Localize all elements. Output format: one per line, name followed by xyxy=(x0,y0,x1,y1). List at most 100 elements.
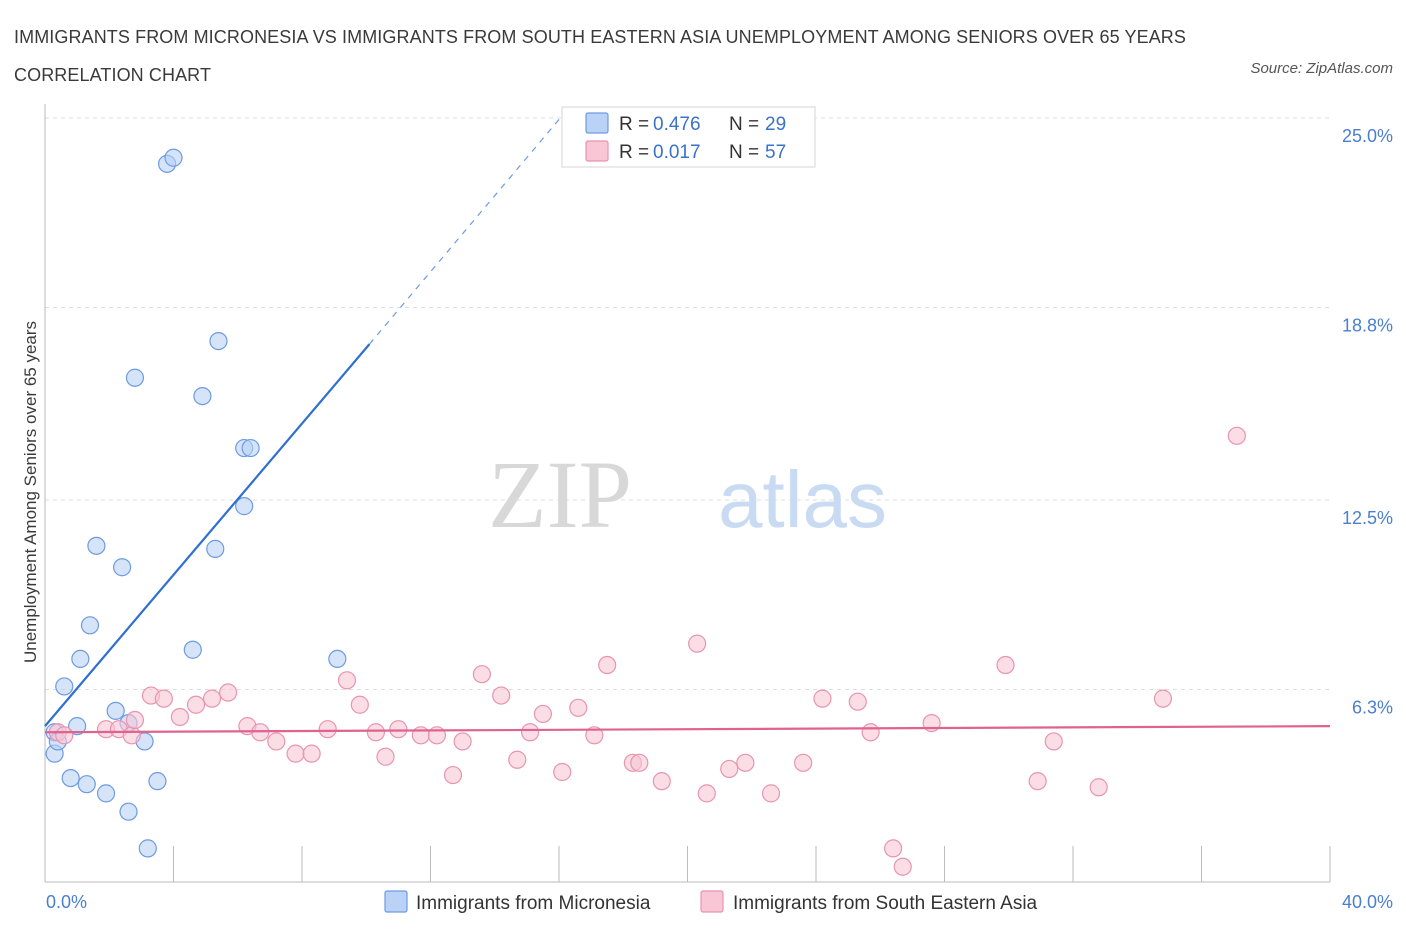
sea-point xyxy=(1153,689,1173,708)
x-tick-label: 40.0% xyxy=(1342,892,1393,912)
sea-point xyxy=(697,784,716,803)
sea-point xyxy=(553,762,572,782)
sea-point xyxy=(125,710,145,730)
legend-r-label-2: R = xyxy=(619,142,649,163)
sea-point xyxy=(893,857,912,876)
micronesia-point xyxy=(148,772,167,791)
sea-point xyxy=(302,744,321,763)
sea-trend-line xyxy=(44,725,1331,734)
micronesia-point xyxy=(119,802,138,821)
micronesia-point xyxy=(112,558,132,577)
sea-point xyxy=(688,634,707,653)
sea-point xyxy=(1044,732,1063,751)
micronesia-point xyxy=(209,331,228,351)
micronesia-point xyxy=(164,148,183,167)
micronesia-point xyxy=(106,701,125,720)
sea-point xyxy=(520,723,540,742)
sea-point xyxy=(472,665,491,684)
sea-point xyxy=(170,707,190,727)
sea-point xyxy=(848,692,867,711)
sea-point xyxy=(883,839,903,858)
sea-point xyxy=(453,732,472,751)
sea-point xyxy=(366,723,385,742)
sea-point xyxy=(1028,772,1047,791)
sea-point xyxy=(1227,426,1246,445)
micronesia-point xyxy=(71,649,90,669)
series-legend: Immigrants from Micronesia Immigrants fr… xyxy=(384,890,1038,914)
sea-point xyxy=(736,753,755,772)
sea-point xyxy=(219,683,238,702)
y-tick-label: 25.0% xyxy=(1342,126,1393,146)
sea-point xyxy=(720,759,739,779)
sea-point xyxy=(286,744,305,763)
sea-point xyxy=(492,686,511,705)
micronesia-point xyxy=(68,717,87,736)
sea-point xyxy=(630,753,649,772)
sea-point xyxy=(861,723,880,742)
sea-point xyxy=(569,698,588,717)
micronesia-point xyxy=(125,368,145,387)
watermark-atlas: atlas xyxy=(718,455,887,544)
sea-point xyxy=(202,689,222,708)
legend-n-value-2: 57 xyxy=(765,142,786,163)
micronesia-point xyxy=(138,839,157,858)
micronesia-point xyxy=(96,784,116,803)
micronesia-point xyxy=(61,768,80,788)
micronesia-point xyxy=(241,438,260,458)
micronesia-point xyxy=(55,677,74,696)
sea-point xyxy=(794,753,813,772)
legend-swatch-sea xyxy=(585,140,609,162)
micronesia-point xyxy=(183,640,202,659)
correlation-legend: R = 0.476 N = 29 R = 0.017 N = 57 xyxy=(561,106,816,168)
watermark-zip: ZIP xyxy=(488,441,632,548)
source-label: Source: ZipAtlas.com xyxy=(1250,60,1393,77)
sea-point xyxy=(996,655,1015,675)
sea-point xyxy=(443,765,463,785)
sea-point xyxy=(813,689,832,708)
sea-point xyxy=(1089,778,1108,797)
micronesia-point xyxy=(193,386,212,406)
micronesia-trend-line xyxy=(44,343,371,727)
legend-n-value-1: 29 xyxy=(765,114,786,135)
x-tick-label: 0.0% xyxy=(46,892,87,912)
trend-lines xyxy=(44,111,1331,734)
y-tick-label: 18.8% xyxy=(1342,315,1393,335)
legend-n-label-1: N = xyxy=(729,114,759,135)
legend-n-label-2: N = xyxy=(729,142,759,163)
sea-point xyxy=(533,704,553,724)
sea-point xyxy=(350,695,369,714)
legend-swatch-sea-bottom xyxy=(700,890,724,913)
y-tick-label: 12.5% xyxy=(1342,508,1393,528)
sea-point xyxy=(598,655,617,675)
sea-point xyxy=(337,671,357,690)
y-tick-label: 6.3% xyxy=(1352,697,1393,717)
sea-point xyxy=(389,720,408,739)
micronesia-trend-extension xyxy=(369,111,566,345)
watermark: ZIP atlas xyxy=(488,441,887,548)
legend-r-value-1: 0.476 xyxy=(653,114,701,135)
legend-label-sea: Immigrants from South Eastern Asia xyxy=(733,893,1038,914)
sea-point xyxy=(55,726,74,745)
micronesia-point xyxy=(80,616,100,635)
axes xyxy=(44,104,1331,883)
legend-swatch-micronesia xyxy=(585,112,609,134)
micronesia-point xyxy=(235,497,254,516)
tick-labels: 6.3% 12.5% 18.8% 25.0% 0.0% 40.0% xyxy=(46,126,1393,912)
micronesia-point xyxy=(87,536,106,555)
y-axis-label: Unemployment Among Seniors over 65 years xyxy=(21,321,40,663)
sea-point xyxy=(508,750,527,769)
chart-title: IMMIGRANTS FROM MICRONESIA VS IMMIGRANTS… xyxy=(14,27,1187,85)
sea-point xyxy=(267,732,286,751)
micronesia-point xyxy=(77,775,96,794)
sea-point xyxy=(122,726,141,745)
legend-swatch-micronesia-bottom xyxy=(384,890,408,913)
sea-point xyxy=(761,784,781,803)
legend-r-label-1: R = xyxy=(619,114,649,135)
gridlines xyxy=(45,117,1330,690)
sea-point xyxy=(585,726,604,745)
sea-point xyxy=(376,747,395,766)
legend-label-micronesia: Immigrants from Micronesia xyxy=(416,893,651,914)
micronesia-point xyxy=(206,539,225,558)
sea-point xyxy=(154,689,173,708)
